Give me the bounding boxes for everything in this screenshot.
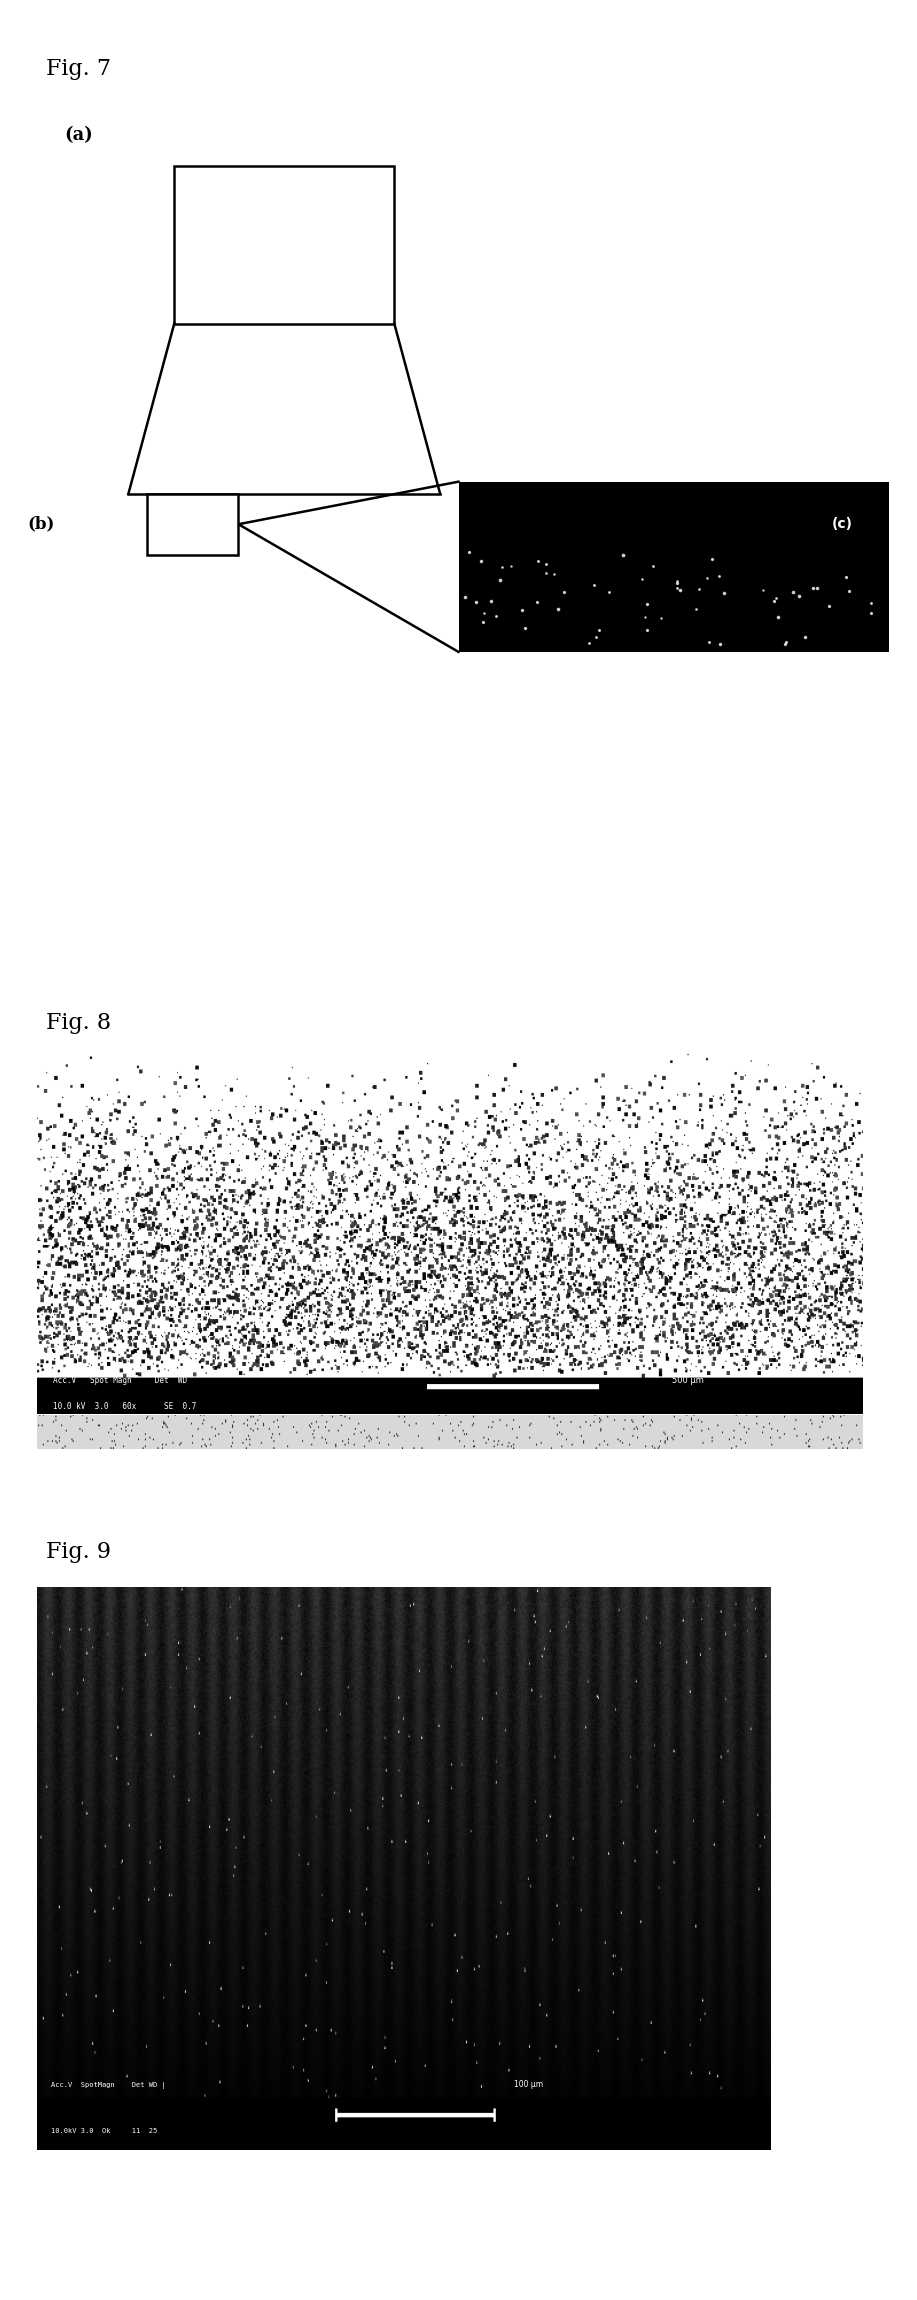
Point [767, 582, 781, 619]
Point [515, 591, 530, 628]
Point [778, 626, 792, 662]
Point [484, 582, 499, 619]
Point [458, 577, 472, 614]
Point [798, 619, 812, 656]
Point [476, 603, 491, 639]
Point [768, 580, 783, 616]
Point [864, 584, 878, 621]
Point [550, 591, 565, 628]
Point [547, 554, 562, 591]
Point [717, 575, 732, 612]
Text: Acc.V   Spot Magn     Det  WD: Acc.V Spot Magn Det WD [53, 1375, 187, 1385]
Text: Acc.V  SpotMagn    Det WD |: Acc.V SpotMagn Det WD | [51, 2082, 166, 2088]
Text: (a): (a) [64, 126, 93, 145]
Point [669, 566, 684, 603]
Point [670, 570, 685, 607]
Point [810, 570, 824, 607]
Point [689, 591, 703, 628]
Point [602, 573, 617, 610]
Point [591, 612, 606, 649]
Bar [458, 481, 889, 651]
Point [786, 573, 801, 610]
Point [529, 584, 544, 621]
Point [756, 570, 770, 607]
Point [700, 559, 714, 596]
Text: Fig. 8: Fig. 8 [46, 1012, 111, 1035]
Point [640, 586, 655, 623]
Point [770, 598, 785, 635]
Point [791, 577, 806, 614]
Point [669, 564, 684, 600]
Point [639, 612, 654, 649]
Text: 10.0 kV  3.0   60x      SE  0.7: 10.0 kV 3.0 60x SE 0.7 [53, 1403, 196, 1410]
Point [646, 547, 661, 584]
Point [589, 619, 603, 656]
Bar [174, 166, 394, 324]
Point [839, 559, 854, 596]
Text: 100 μm: 100 μm [514, 2079, 543, 2088]
Point [823, 586, 837, 623]
Point [713, 626, 727, 662]
Point [805, 570, 820, 607]
Point [477, 596, 492, 633]
Point [495, 547, 510, 584]
Point [587, 566, 602, 603]
Point [705, 540, 720, 577]
Point [702, 623, 717, 660]
Point [530, 543, 545, 580]
Point [469, 584, 483, 621]
Point [691, 570, 706, 607]
Point [712, 559, 726, 596]
Point [517, 610, 532, 646]
Point [492, 561, 507, 598]
Text: (b): (b) [28, 515, 55, 534]
Text: 500 μm: 500 μm [672, 1375, 704, 1385]
Point [489, 598, 503, 635]
Bar [147, 494, 238, 554]
Point [654, 600, 668, 637]
Point [673, 573, 688, 610]
Point [779, 623, 793, 660]
Point [503, 547, 518, 584]
Point [538, 554, 553, 591]
Point [635, 561, 649, 598]
Point [864, 596, 878, 633]
Point [842, 573, 856, 610]
Text: 10.0kV 3.0  Ok     11  25: 10.0kV 3.0 Ok 11 25 [51, 2128, 158, 2134]
Point [637, 598, 652, 635]
Point [539, 545, 554, 582]
Text: Fig. 9: Fig. 9 [46, 1541, 111, 1564]
Text: (c): (c) [832, 518, 853, 531]
Text: Fig. 7: Fig. 7 [46, 58, 111, 80]
Point [462, 534, 477, 570]
Point [557, 575, 571, 612]
Point [474, 543, 489, 580]
Point [616, 536, 631, 573]
Point [581, 626, 596, 662]
